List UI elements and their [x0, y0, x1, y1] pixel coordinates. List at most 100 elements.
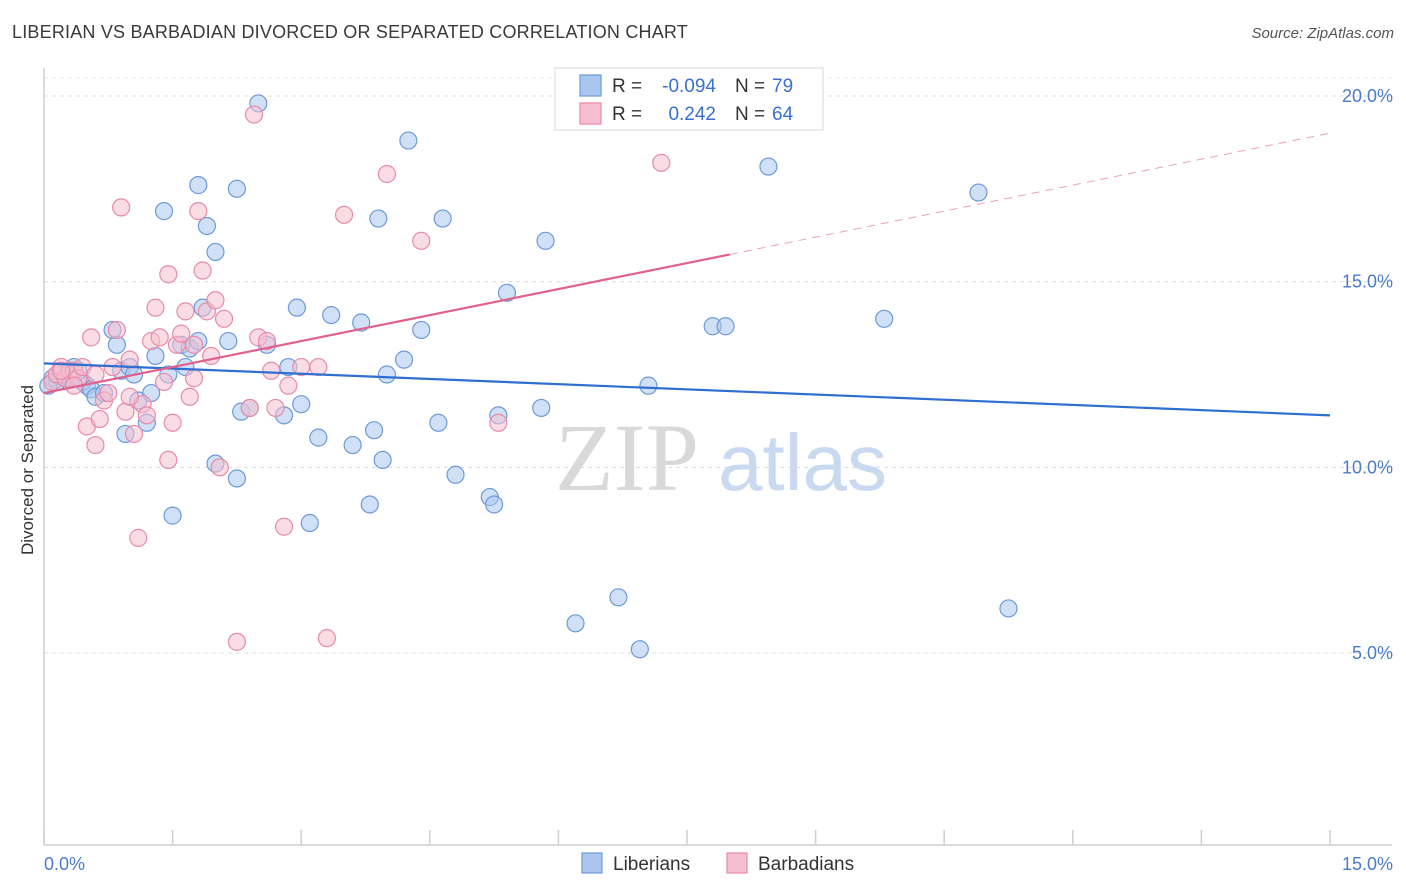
barbadian-point [124, 424, 144, 444]
liberian-point [343, 435, 362, 455]
barbadian-point [120, 387, 139, 406]
liberian-point [609, 588, 628, 607]
liberian-point [536, 231, 555, 250]
liberian-point [394, 350, 414, 369]
y-tick-label: 5.0% [1352, 643, 1393, 663]
bottom-legend: Liberians Barbadians [581, 852, 854, 875]
legend-n-value-1: 79 [772, 76, 793, 97]
y-tick-label: 15.0% [1342, 272, 1393, 292]
barbadian-point [210, 458, 229, 477]
liberian-point [412, 320, 431, 340]
watermark-atlas: atlas [718, 418, 887, 507]
barbadian-point [206, 291, 225, 310]
liberian-point [429, 413, 448, 432]
barbadian-point [184, 369, 204, 388]
barbadian-point [489, 413, 508, 432]
barbadian-point [334, 205, 354, 224]
liberian-trend-line [43, 362, 1331, 417]
liberian-point [352, 313, 371, 332]
barbadian-point [176, 302, 195, 321]
liberian-point [875, 309, 894, 328]
legend-n-label-1: N = [735, 76, 765, 97]
barbadian-point [184, 335, 204, 354]
barbadian-point [317, 629, 337, 648]
liberian-point [219, 331, 238, 351]
barbadian-point [279, 376, 298, 395]
barbadian-point [90, 409, 109, 429]
bottom-legend-barbadian-swatch [726, 852, 748, 874]
y-axis-label: Divorced or Separated [18, 385, 37, 555]
barbadian-point [227, 632, 246, 651]
barbadian-point [266, 398, 285, 418]
legend-n-label-2: N = [735, 104, 765, 125]
liberian-point [373, 450, 392, 470]
trend-lines [43, 132, 1331, 417]
liberian-point [639, 376, 658, 395]
liberian-point [292, 395, 311, 414]
source-credit: Source: ZipAtlas.com [1251, 25, 1394, 42]
barbadian-point [86, 435, 105, 455]
liberian-point [163, 506, 182, 525]
barbadian-point [150, 328, 169, 347]
liberian-point [399, 131, 418, 150]
liberian-point [485, 495, 504, 514]
barbadian-point [154, 372, 174, 392]
liberian-point [377, 365, 397, 384]
barbadian-points [43, 105, 671, 651]
barbadian-trend-extension [729, 132, 1331, 255]
barbadian-point [99, 383, 118, 403]
legend-n-value-2: 64 [772, 104, 794, 125]
liberian-point [716, 317, 735, 336]
barbadian-point [189, 202, 208, 221]
barbadian-point [257, 331, 277, 351]
stats-legend: R = -0.094 N = 79 R = 0.242 N = 64 [554, 67, 824, 131]
liberian-point [497, 283, 517, 302]
legend-r-value-2: 0.242 [668, 104, 716, 125]
barbadian-point [82, 328, 101, 347]
liberian-point [206, 242, 225, 262]
liberian-point [287, 298, 307, 317]
barbadian-point [120, 350, 139, 369]
y-tick-label: 20.0% [1342, 86, 1393, 106]
barbadian-point [214, 309, 234, 328]
liberian-point [630, 640, 649, 659]
x-tick-label: 0.0% [44, 854, 85, 874]
barbadian-point [244, 105, 264, 124]
liberian-swatch [579, 74, 602, 97]
liberian-point [189, 176, 208, 195]
barbadian-point [52, 361, 71, 380]
barbadian-point [193, 261, 212, 280]
watermark-zip: ZIP [555, 404, 699, 511]
liberian-point [446, 465, 465, 484]
barbadian-point [202, 346, 221, 366]
barbadian-point [652, 153, 671, 172]
barbadian-point [377, 164, 397, 184]
liberian-point [999, 599, 1018, 618]
barbadian-point [240, 398, 259, 418]
barbadian-swatch [579, 102, 602, 125]
barbadian-point [107, 320, 126, 340]
liberian-point [154, 202, 174, 221]
liberian-point [309, 428, 328, 447]
liberian-point [360, 495, 379, 514]
y-axis-tick-labels: 5.0% 10.0% 15.0% 20.0% [1342, 86, 1393, 663]
barbadian-point [159, 265, 178, 284]
barbadian-point [163, 413, 182, 432]
barbadian-point [172, 324, 191, 343]
chart-title: LIBERIAN VS BARBADIAN DIVORCED OR SEPARA… [12, 22, 688, 42]
liberian-point [197, 216, 216, 236]
y-tick-label: 10.0% [1342, 457, 1393, 477]
liberian-point [300, 513, 319, 533]
legend-r-value-1: -0.094 [662, 76, 716, 97]
liberian-point [969, 183, 988, 202]
x-axis-ticks: 0.0% 15.0% [43, 830, 1393, 874]
barbadian-point [129, 528, 148, 547]
barbadian-trend-line [43, 253, 731, 395]
barbadian-point [159, 450, 178, 470]
bottom-legend-liberians: Liberians [613, 854, 690, 875]
barbadian-point [112, 198, 131, 217]
liberian-point [369, 209, 388, 228]
bottom-legend-liberian-swatch [581, 852, 603, 874]
barbadian-point [274, 517, 294, 536]
